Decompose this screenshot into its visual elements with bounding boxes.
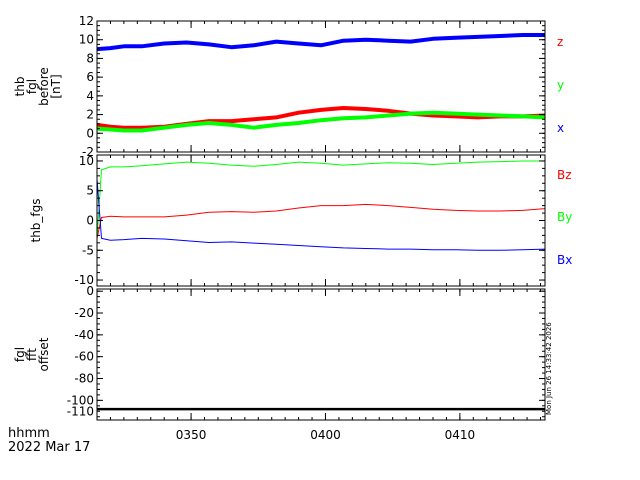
y-axis-label-line: offset (37, 337, 51, 371)
y-tick-label: 0 (86, 214, 94, 228)
y-tick-label: -20 (74, 306, 94, 320)
series-line-by (96, 160, 545, 239)
legend-label-by: By (557, 210, 572, 224)
y-tick-label: 4 (86, 89, 94, 103)
legend-label-bz: Bz (557, 168, 572, 182)
y-tick-label: -80 (74, 372, 94, 386)
series-line-bx (96, 178, 546, 251)
series-line-y (96, 110, 546, 133)
y-axis-label-line: fgl (13, 347, 27, 362)
y-axis-label-line: [nT] (49, 74, 63, 98)
legend-label-y: y (557, 78, 564, 92)
y-tick-label: 8 (86, 51, 94, 65)
y-axis-label-line: thb (13, 77, 27, 97)
y-tick-label: 10 (79, 154, 94, 168)
y-tick-label: 12 (79, 14, 94, 28)
footer-date: 2022 Mar 17 (8, 440, 90, 455)
y-tick-label: -60 (74, 350, 94, 364)
footer-time-unit: hhmm (8, 426, 50, 441)
y-tick-label: 6 (86, 70, 94, 84)
y-axis-label-line: thb_fgs (29, 198, 43, 242)
y-axis-label-line: fft (25, 348, 39, 361)
panel-frame (96, 288, 546, 421)
legend-label-x: x (557, 121, 564, 135)
y-tick-label: 5 (86, 184, 94, 198)
panel-frame (96, 154, 546, 287)
legend-label-bx: Bx (557, 253, 572, 267)
x-tick-label: 0350 (176, 428, 207, 442)
series-line-x (96, 33, 545, 52)
y-tick-label: -100 (67, 393, 94, 407)
y-tick-label: -2 (82, 145, 94, 159)
y-tick-label: 10 (79, 33, 94, 47)
y-axis-label-line: fgl (25, 79, 39, 94)
panels: -2024681012thbfglbefore[nT]zyx-10-50510t… (13, 14, 572, 442)
series-line-bz (96, 203, 546, 239)
x-tick-label: 0410 (445, 428, 476, 442)
y-tick-label: 0 (86, 126, 94, 140)
y-axis-label-line: before (37, 67, 51, 106)
series-line-z (96, 106, 546, 130)
x-tick-label: 0400 (310, 428, 341, 442)
panel-frame (96, 20, 546, 153)
y-tick-label: -40 (74, 328, 94, 342)
y-tick-label: -110 (67, 404, 94, 418)
y-tick-label: -5 (82, 243, 94, 257)
y-tick-label: -10 (74, 273, 94, 287)
y-tick-label: 2 (86, 108, 94, 122)
panel-2: -10 -5 0 5 10 thb_fgs Bz By Bx (29, 154, 572, 287)
timestamp-stamp: Mon Jun 26 14:33:42 2026 (545, 322, 553, 415)
legend-label-z: z (557, 35, 563, 49)
y-tick-label: 0 (86, 284, 94, 298)
